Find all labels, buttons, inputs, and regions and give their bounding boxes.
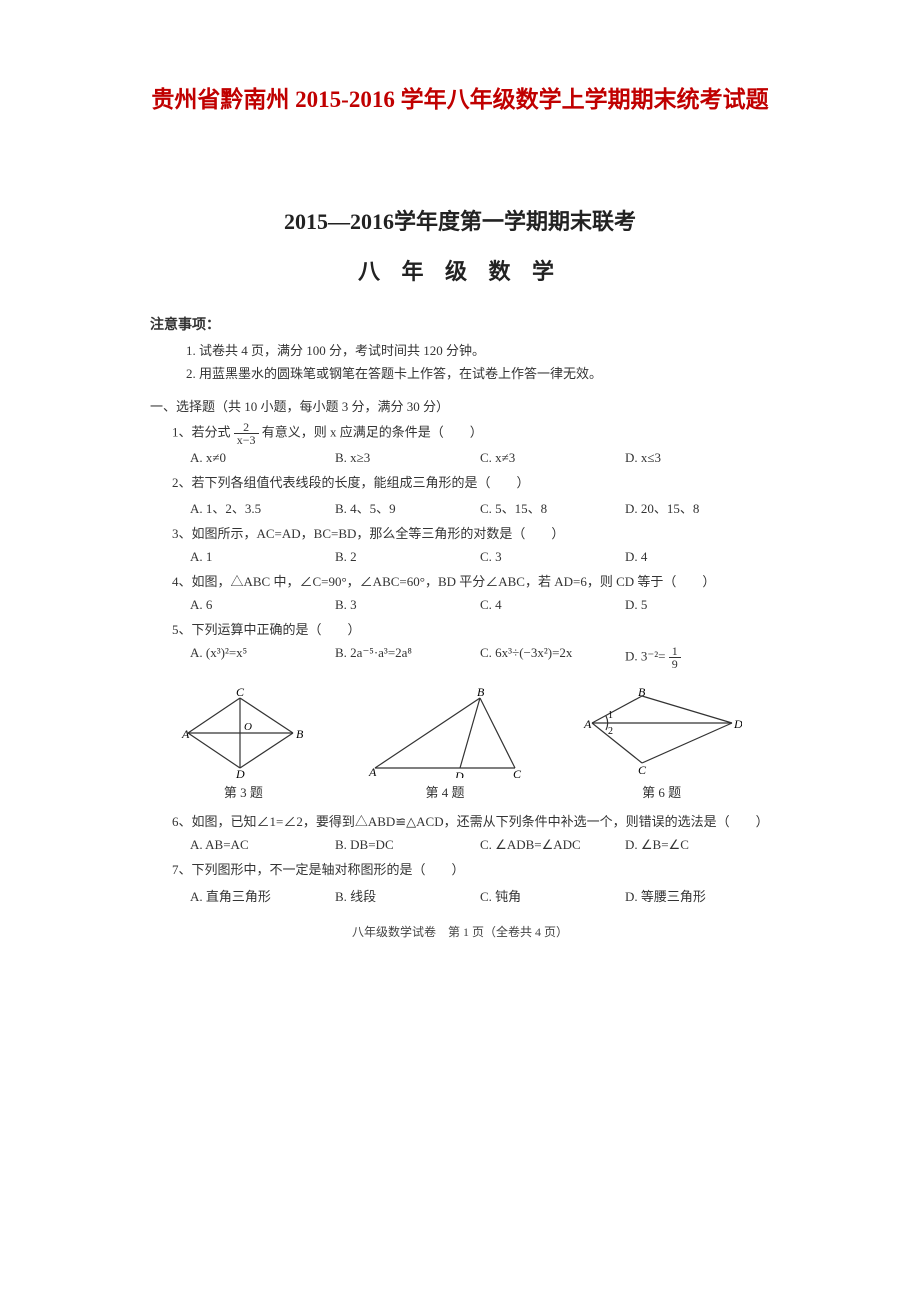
q5-options: A. (x³)²=x⁵ B. 2a⁻⁵·a³=2a⁸ C. 6x³÷(−3x²)… [190,645,770,670]
figures-row: A B C D O 第 3 题 A B C D 第 4 题 [150,688,770,801]
document-title: 贵州省黔南州 2015-2016 学年八年级数学上学期期末统考试题 [150,80,770,114]
exam-page: 贵州省黔南州 2015-2016 学年八年级数学上学期期末统考试题 2015—2… [0,0,920,980]
fig3-A: A [181,727,190,741]
q5-opt-a: A. (x³)²=x⁵ [190,645,335,670]
notice-header: 注意事项： [150,314,770,334]
q2-opt-c: C. 5、15、8 [480,498,625,517]
fig4-caption: 第 4 题 [365,782,525,801]
q4-opt-d: D. 5 [625,597,770,613]
q7-opt-b: B. 线段 [335,886,480,905]
q1-opt-c: C. x≠3 [480,450,625,466]
q7-opt-a: A. 直角三角形 [190,886,335,905]
q6-opt-a: A. AB=AC [190,837,335,853]
exam-subject: 八 年 级 数 学 [150,254,770,286]
q6-opt-c: C. ∠ADB=∠ADC [480,837,625,853]
question-3: 3、如图所示，AC=AD，BC=BD，那么全等三角形的对数是（ ） [172,523,770,545]
q1-options: A. x≠0 B. x≥3 C. x≠3 D. x≤3 [190,450,770,466]
notice-2: 2. 用蓝黑墨水的圆珠笔或钢笔在答题卡上作答，在试卷上作答一律无效。 [186,363,770,382]
q3-options: A. 1 B. 2 C. 3 D. 4 [190,549,770,565]
fig6-D: D [733,717,742,731]
fig4-svg: A B C D [365,688,525,778]
q1-frac-den: x−3 [234,434,259,446]
question-7: 7、下列图形中，不一定是轴对称图形的是（ ） [172,859,770,881]
fig6-B: B [638,688,646,699]
q2-options: A. 1、2、3.5 B. 4、5、9 C. 5、15、8 D. 20、15、8 [190,498,770,517]
q4-opt-a: A. 6 [190,597,335,613]
q1-text-a: 1、若分式 [172,424,231,439]
figure-3: A B C D O 第 3 题 [178,688,308,801]
fig3-B: B [296,727,304,741]
fig4-D: D [454,769,464,778]
notice-1: 1. 试卷共 4 页，满分 100 分，考试时间共 120 分钟。 [186,340,770,359]
fig6-angle1: 1 [608,710,613,721]
q5-opt-b: B. 2a⁻⁵·a³=2a⁸ [335,645,480,670]
q3-opt-d: D. 4 [625,549,770,565]
fig6-A: A [583,717,592,731]
section-header: 一、选择题（共 10 小题，每小题 3 分，满分 30 分） [150,396,770,415]
question-6: 6、如图，已知∠1=∠2，要得到△ABD≌△ACD，还需从下列条件中补选一个，则… [172,811,770,833]
q4-opt-b: B. 3 [335,597,480,613]
q3-opt-b: B. 2 [335,549,480,565]
q4-options: A. 6 B. 3 C. 4 D. 5 [190,597,770,613]
q1-opt-b: B. x≥3 [335,450,480,466]
question-1: 1、若分式 2 x−3 有意义，则 x 应满足的条件是（ ） [172,421,770,446]
fig4-C: C [513,767,522,778]
q1-opt-a: A. x≠0 [190,450,335,466]
fig4-B: B [477,688,485,699]
fig6-angle2: 2 [608,726,613,737]
q1-text-b: 有意义，则 x 应满足的条件是（ ） [262,424,483,439]
q5-d-frac-d: 9 [669,658,681,670]
figure-6: A B C D 1 2 第 6 题 [582,688,742,801]
q5-opt-d: D. 3⁻²= 1 9 [625,645,770,670]
question-4: 4、如图，△ABC 中，∠C=90°，∠ABC=60°，BD 平分∠ABC，若 … [172,571,770,593]
q1-opt-d: D. x≤3 [625,450,770,466]
fig6-C: C [638,763,647,777]
q5-d-fraction: 1 9 [669,645,681,670]
q7-options: A. 直角三角形 B. 线段 C. 钝角 D. 等腰三角形 [190,886,770,905]
q2-opt-a: A. 1、2、3.5 [190,498,335,517]
page-footer: 八年级数学试卷 第 1 页（全卷共 4 页） [150,923,770,940]
q4-opt-c: C. 4 [480,597,625,613]
fig3-caption: 第 3 题 [178,782,308,801]
fig3-C: C [236,688,245,699]
figure-4: A B C D 第 4 题 [365,688,525,801]
q2-opt-d: D. 20、15、8 [625,498,770,517]
q6-opt-d: D. ∠B=∠C [625,837,770,853]
fig4-A: A [368,765,377,778]
q5-d-text: D. 3⁻²= [625,649,665,664]
q1-fraction: 2 x−3 [234,421,259,446]
fig6-svg: A B C D 1 2 [582,688,742,778]
q7-opt-c: C. 钝角 [480,886,625,905]
fig6-caption: 第 6 题 [582,782,742,801]
q5-opt-c: C. 6x³÷(−3x²)=2x [480,645,625,670]
q7-opt-d: D. 等腰三角形 [625,886,770,905]
question-2: 2、若下列各组值代表线段的长度，能组成三角形的是（ ） [172,472,770,494]
q3-opt-a: A. 1 [190,549,335,565]
question-5: 5、下列运算中正确的是（ ） [172,619,770,641]
q6-options: A. AB=AC B. DB=DC C. ∠ADB=∠ADC D. ∠B=∠C [190,837,770,853]
q3-opt-c: C. 3 [480,549,625,565]
fig3-D: D [235,767,245,778]
q6-opt-b: B. DB=DC [335,837,480,853]
exam-title: 2015—2016学年度第一学期期末联考 [150,204,770,236]
q2-opt-b: B. 4、5、9 [335,498,480,517]
fig3-svg: A B C D O [178,688,308,778]
fig3-O: O [244,721,252,733]
